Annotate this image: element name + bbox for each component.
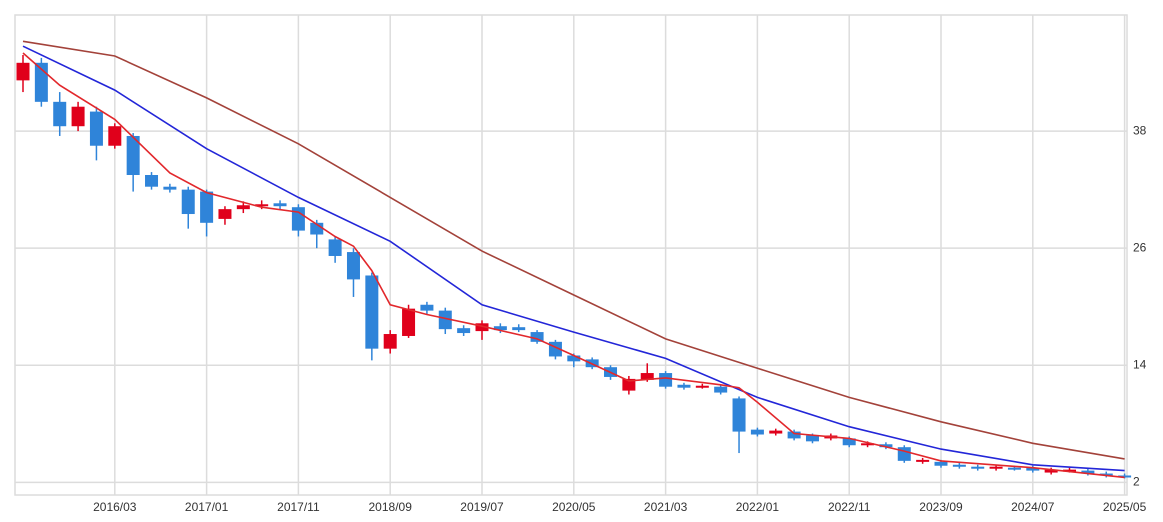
x-tick-label: 2021/03 [644,500,688,514]
candle-body [1099,473,1113,476]
candle-body [181,189,195,215]
y-tick-label: 38 [1133,123,1147,137]
candle-body [1118,475,1132,478]
candle-body [383,334,397,349]
y-tick-label: 14 [1133,357,1147,371]
candle-body [236,205,250,210]
candle-body [218,209,232,219]
moving-average-line [22,52,1125,479]
candle-body [71,106,85,127]
candle-body [659,373,673,387]
candle-body [640,373,654,380]
candle-body [200,191,214,223]
candle-body [108,126,122,146]
candle-body [952,464,966,467]
x-tick-label: 2022/11 [828,500,871,514]
candle-body [126,135,140,175]
candle-body [934,461,948,466]
candle-body [438,310,452,330]
candle-body [971,466,985,469]
moving-average-line [22,40,1125,460]
x-tick-label: 2018/09 [369,500,413,514]
candle-body [842,438,856,446]
candle-body [622,378,636,391]
candle-body [89,111,103,146]
candle-body [1063,469,1077,472]
candle-body [493,326,507,331]
candle-body [310,222,324,235]
candle-body [1044,469,1058,473]
candle-body [457,328,471,334]
candle-body [1026,467,1040,471]
candle-body [512,327,526,331]
candle-body [328,239,342,256]
candle-body [750,429,764,435]
candle-body [530,332,544,342]
x-tick-label: 2023/09 [919,500,963,514]
x-tick-label: 2017/11 [277,500,320,514]
x-tick-label: 2020/05 [552,500,596,514]
candle-body [145,175,159,187]
moving-average-line [22,45,1125,472]
x-tick-label: 2019/07 [460,500,504,514]
candle-body [53,101,67,127]
candle-body [787,431,801,439]
candle-body [16,62,30,81]
candle-body [805,435,819,442]
x-tick-label: 2025/05 [1103,500,1147,514]
candle-body [567,355,581,362]
plot-area [14,14,1128,496]
candle-body [769,430,783,434]
candle-body [989,466,1003,469]
candle-body [273,203,287,207]
candle-body [420,304,434,311]
candle-body [1081,470,1095,474]
candle-body [916,459,930,462]
candle-body [879,444,893,448]
x-tick-label: 2016/03 [93,500,137,514]
x-tick-label: 2022/01 [736,500,780,514]
candle-body [677,384,691,388]
candle-body [714,386,728,393]
candle-body [732,398,746,432]
candle-body [163,186,177,190]
candle-body [255,204,269,207]
candle-body [402,308,416,336]
y-tick-label: 26 [1133,240,1147,254]
candle-body [695,385,709,388]
x-tick-label: 2024/07 [1011,500,1055,514]
candle-body [346,252,360,280]
candle-body [365,275,379,349]
candle-body [1007,467,1021,470]
candle-body [475,323,489,332]
candle-body [291,207,305,231]
x-tick-label: 2017/01 [185,500,229,514]
candle-body [861,443,875,446]
y-tick-label: 2 [1133,474,1140,488]
